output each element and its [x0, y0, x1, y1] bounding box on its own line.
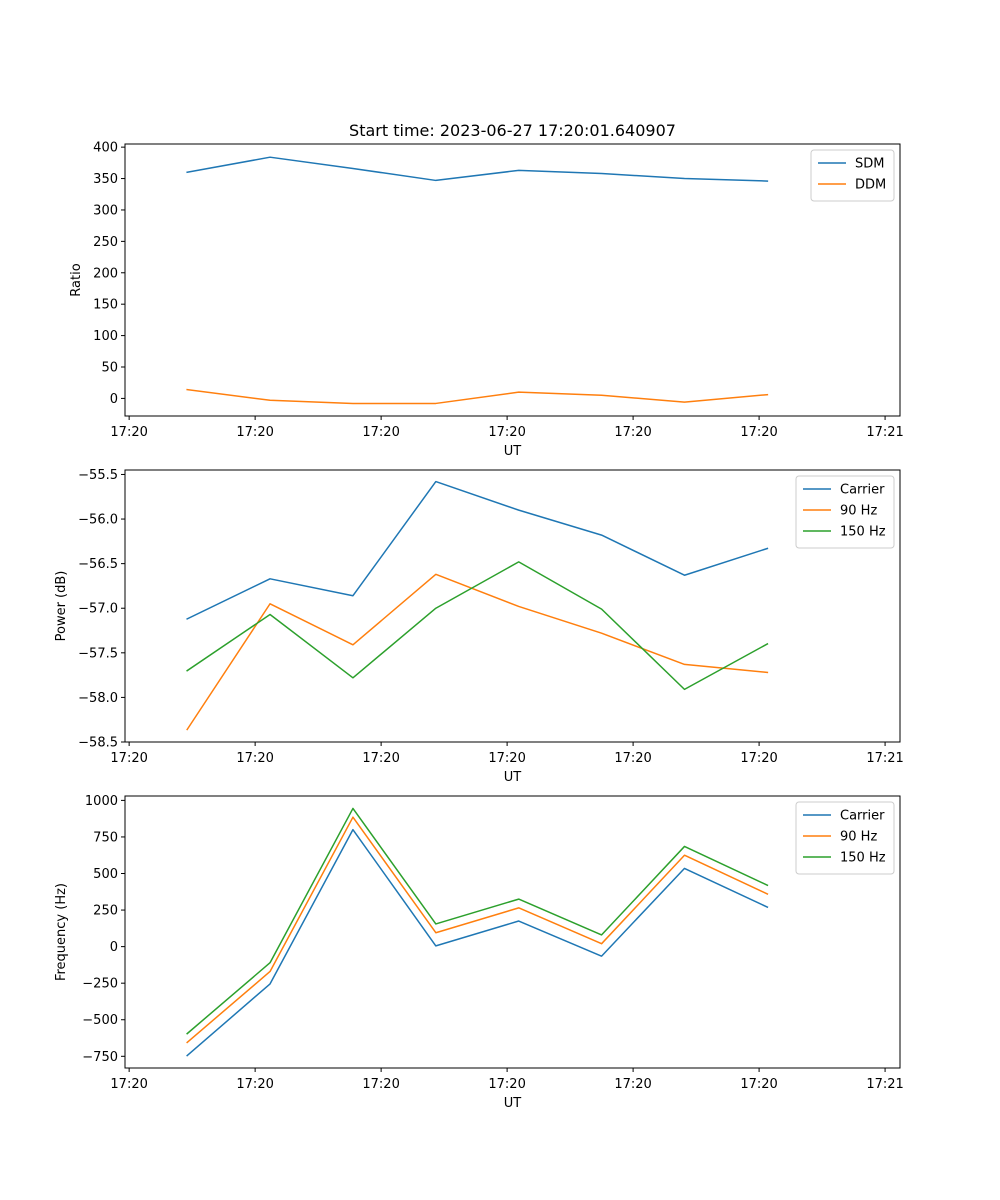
- x-tick-label: 17:20: [236, 425, 273, 440]
- y-tick-label: −250: [82, 977, 118, 992]
- x-tick-label: 17:20: [236, 1077, 273, 1092]
- subplot-2: −58.5 −58.0 −57.5 −57.0 −56.5 −56.0 −55.5 17:20…: [54, 468, 904, 785]
- y-tick-label: −56.0: [78, 513, 118, 528]
- axes-frame: [124, 143, 901, 417]
- x-tick-label: 17:20: [362, 1077, 399, 1092]
- y-tick-label: 300: [93, 203, 118, 218]
- x-axis-label: UT: [504, 770, 522, 785]
- x-tick-label: 17:20: [614, 425, 651, 440]
- x-tick-label: 17:20: [110, 425, 147, 440]
- x-tick-label: 17:20: [488, 751, 525, 766]
- legend-entry: SDM: [855, 157, 884, 172]
- y-axis-label: Frequency (Hz): [54, 883, 69, 981]
- x-tick-label: 17:21: [866, 1077, 903, 1092]
- x-tick-label: 17:21: [866, 425, 903, 440]
- legend-box: [795, 801, 895, 875]
- y-tick-label: 1000: [85, 794, 118, 809]
- x-tick-label: 17:20: [362, 425, 399, 440]
- x-tick-label: 17:20: [614, 751, 651, 766]
- x-tick-label: 17:20: [488, 1077, 525, 1092]
- series-line-carrier: [186, 480, 769, 620]
- legend-entry: 90 Hz: [840, 504, 877, 519]
- x-tick-label: 17:20: [362, 751, 399, 766]
- x-tick-label: 17:20: [614, 1077, 651, 1092]
- legend-box: [795, 475, 895, 549]
- y-tick-label: 100: [93, 329, 118, 344]
- x-tick-label: 17:20: [740, 1077, 777, 1092]
- y-axis-label: Power (dB): [54, 571, 69, 642]
- legend: Carrier 90 Hz 150 Hz: [795, 475, 895, 549]
- x-axis-label: UT: [504, 444, 522, 459]
- y-axis-label: Ratio: [69, 263, 84, 296]
- y-tick-label: 0: [110, 940, 118, 955]
- y-tick-label: −56.5: [78, 557, 118, 572]
- y-tick-label: 50: [101, 361, 118, 376]
- y-tick-label: −58.0: [78, 691, 118, 706]
- subplot-3: −750 −500 −250 0 250 500 750 1000 17:20 17:20 17:2…: [54, 794, 904, 1111]
- chart-title: Start time: 2023-06-27 17:20:01.640907: [349, 121, 676, 140]
- series-line-sdm: [186, 156, 769, 182]
- y-tick-label: −55.5: [78, 468, 118, 483]
- y-tick-label: −58.5: [78, 736, 118, 751]
- series-line-90-hz: [186, 573, 769, 731]
- axes-frame: [124, 795, 901, 1069]
- series-line-90-hz: [186, 816, 769, 1044]
- series-line-150-hz: [186, 807, 769, 1035]
- y-tick-label: 350: [93, 172, 118, 187]
- series-line-carrier: [186, 828, 769, 1057]
- y-tick-label: 0: [110, 392, 118, 407]
- legend-entry: Carrier: [840, 809, 885, 824]
- y-tick-label: 250: [93, 904, 118, 919]
- x-tick-label: 17:20: [740, 425, 777, 440]
- y-tick-label: 150: [93, 298, 118, 313]
- x-tick-label: 17:20: [740, 751, 777, 766]
- legend-entry: Carrier: [840, 483, 885, 498]
- y-tick-label: −57.0: [78, 602, 118, 617]
- y-tick-label: 400: [93, 141, 118, 156]
- subplot-1: Start time: 2023-06-27 17:20:01.640907 0 5…: [69, 121, 904, 459]
- x-axis-label: UT: [504, 1096, 522, 1111]
- axes-frame: [124, 469, 901, 743]
- y-tick-label: 750: [93, 830, 118, 845]
- y-tick-label: −750: [82, 1050, 118, 1065]
- legend-entry: 150 Hz: [840, 851, 886, 866]
- series-line-ddm: [186, 388, 769, 405]
- series-line-150-hz: [186, 561, 769, 691]
- x-tick-label: 17:20: [110, 1077, 147, 1092]
- legend-entry: DDM: [855, 178, 886, 193]
- x-tick-label: 17:21: [866, 751, 903, 766]
- x-tick-label: 17:20: [110, 751, 147, 766]
- y-tick-label: 500: [93, 867, 118, 882]
- legend-entry: 150 Hz: [840, 525, 886, 540]
- legend-entry: 90 Hz: [840, 830, 877, 845]
- y-tick-label: 200: [93, 266, 118, 281]
- x-tick-label: 17:20: [488, 425, 525, 440]
- y-tick-label: −500: [82, 1013, 118, 1028]
- y-tick-label: −57.5: [78, 646, 118, 661]
- legend: Carrier 90 Hz 150 Hz: [795, 801, 895, 875]
- x-tick-label: 17:20: [236, 751, 273, 766]
- y-tick-label: 250: [93, 235, 118, 250]
- legend: SDM DDM: [810, 149, 895, 202]
